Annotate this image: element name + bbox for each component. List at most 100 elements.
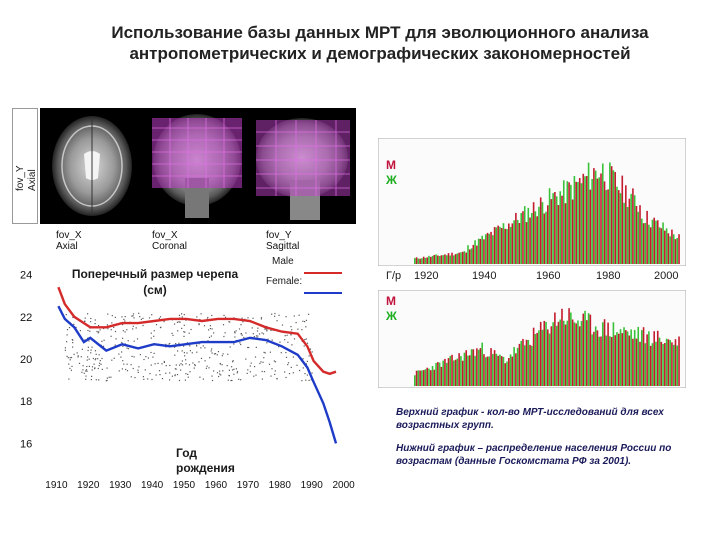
scatter-point [239, 342, 241, 344]
scatter-point [178, 342, 180, 344]
histogram-bar [435, 254, 437, 264]
scatter-point [278, 346, 280, 348]
scatter-point [87, 356, 89, 358]
histogram-bar [609, 162, 611, 264]
scatter-point [77, 355, 79, 357]
scatter-point [111, 359, 113, 361]
scatter-point [185, 373, 187, 375]
scatter-point [138, 312, 140, 314]
scatter-point [99, 329, 101, 331]
scatter-point [143, 358, 145, 361]
scatter-point [88, 365, 90, 367]
scatter-point [304, 373, 306, 375]
scatter-point [168, 343, 170, 345]
histogram-bar [520, 213, 522, 264]
scatter-point [150, 364, 152, 366]
histogram-bar [609, 336, 611, 386]
scatter-point [71, 365, 73, 367]
scatter-point [222, 324, 225, 326]
histogram-bar [476, 245, 478, 264]
scatter-point [150, 337, 152, 339]
scatter-point [127, 348, 130, 350]
caption-axial: fov_X Axial [56, 230, 82, 252]
scatter-point [87, 329, 89, 332]
histogram-bar [593, 331, 595, 386]
upper-x-tick-label: 1920 [414, 270, 439, 282]
scatter-point [97, 358, 99, 360]
scatter-point [232, 369, 234, 371]
scatter-point [285, 356, 288, 358]
scatter-point [305, 326, 307, 328]
scatter-point [102, 345, 105, 347]
scatter-point [79, 330, 81, 332]
scatter-point [249, 365, 251, 367]
histogram-bar [534, 211, 537, 264]
scatter-point [69, 359, 71, 361]
scatter-point [184, 379, 186, 381]
scatter-point [171, 332, 173, 334]
scatter-point [121, 368, 123, 370]
histogram-bar [669, 236, 671, 264]
scatter-point [174, 374, 176, 376]
scatter-point [165, 343, 167, 345]
histogram-bar [626, 331, 629, 386]
scatter-point [206, 318, 208, 320]
scatter-point [223, 335, 225, 338]
scatter-point [257, 327, 259, 329]
scatter-point [304, 339, 306, 341]
scatter-point [281, 324, 284, 326]
scatter-point [163, 321, 165, 323]
scatter-point [190, 328, 192, 331]
histogram-bar [655, 341, 657, 386]
histogram-bar [589, 314, 592, 386]
histogram-bar [625, 185, 627, 264]
scatter-point [178, 314, 181, 316]
scatter-point [285, 352, 287, 354]
scatter-point [171, 375, 173, 377]
scatter-point [132, 315, 134, 317]
histogram-bar [672, 234, 675, 264]
scatter-point [118, 370, 120, 372]
histogram-bar [479, 238, 482, 264]
histogram-bar [415, 370, 418, 386]
histogram-bar [669, 340, 671, 386]
scatter-point [227, 353, 229, 355]
scatter-point [193, 367, 195, 369]
scatter-point [220, 374, 222, 376]
scatter-point [64, 347, 66, 349]
scatter-point [114, 330, 117, 333]
scatter-point [219, 362, 221, 365]
scatter-point [101, 357, 103, 360]
scatter-point [232, 361, 234, 363]
scatter-point [90, 321, 92, 323]
scatter-point [175, 368, 177, 370]
histogram-bar [525, 339, 528, 386]
scatter-point [301, 380, 303, 382]
histogram-bar [628, 335, 631, 386]
scatter-point [253, 336, 255, 338]
scatter-point [308, 379, 310, 381]
scatter-point [85, 375, 87, 377]
histogram-bar [484, 357, 487, 386]
scatter-point [68, 327, 71, 329]
histogram-bar [566, 320, 569, 386]
histogram-bar [493, 227, 496, 264]
histogram-bar [653, 217, 655, 264]
scatter-point [142, 376, 144, 378]
histogram-bar [550, 199, 553, 264]
scatter-point [90, 379, 92, 381]
histogram-bar [637, 211, 640, 264]
scatter-point [241, 317, 243, 319]
histogram-bar [534, 334, 537, 386]
histogram-bar [555, 325, 558, 386]
scatter-point [222, 353, 224, 355]
histogram-bar [525, 222, 528, 264]
histogram-bar [476, 348, 478, 386]
scatter-point [280, 352, 282, 354]
histogram-bar [648, 224, 650, 264]
scatter-point [199, 318, 201, 321]
scatter-point [232, 360, 234, 362]
scatter-point [264, 328, 266, 330]
scatter-point [179, 364, 181, 366]
histogram-bar [474, 355, 476, 386]
